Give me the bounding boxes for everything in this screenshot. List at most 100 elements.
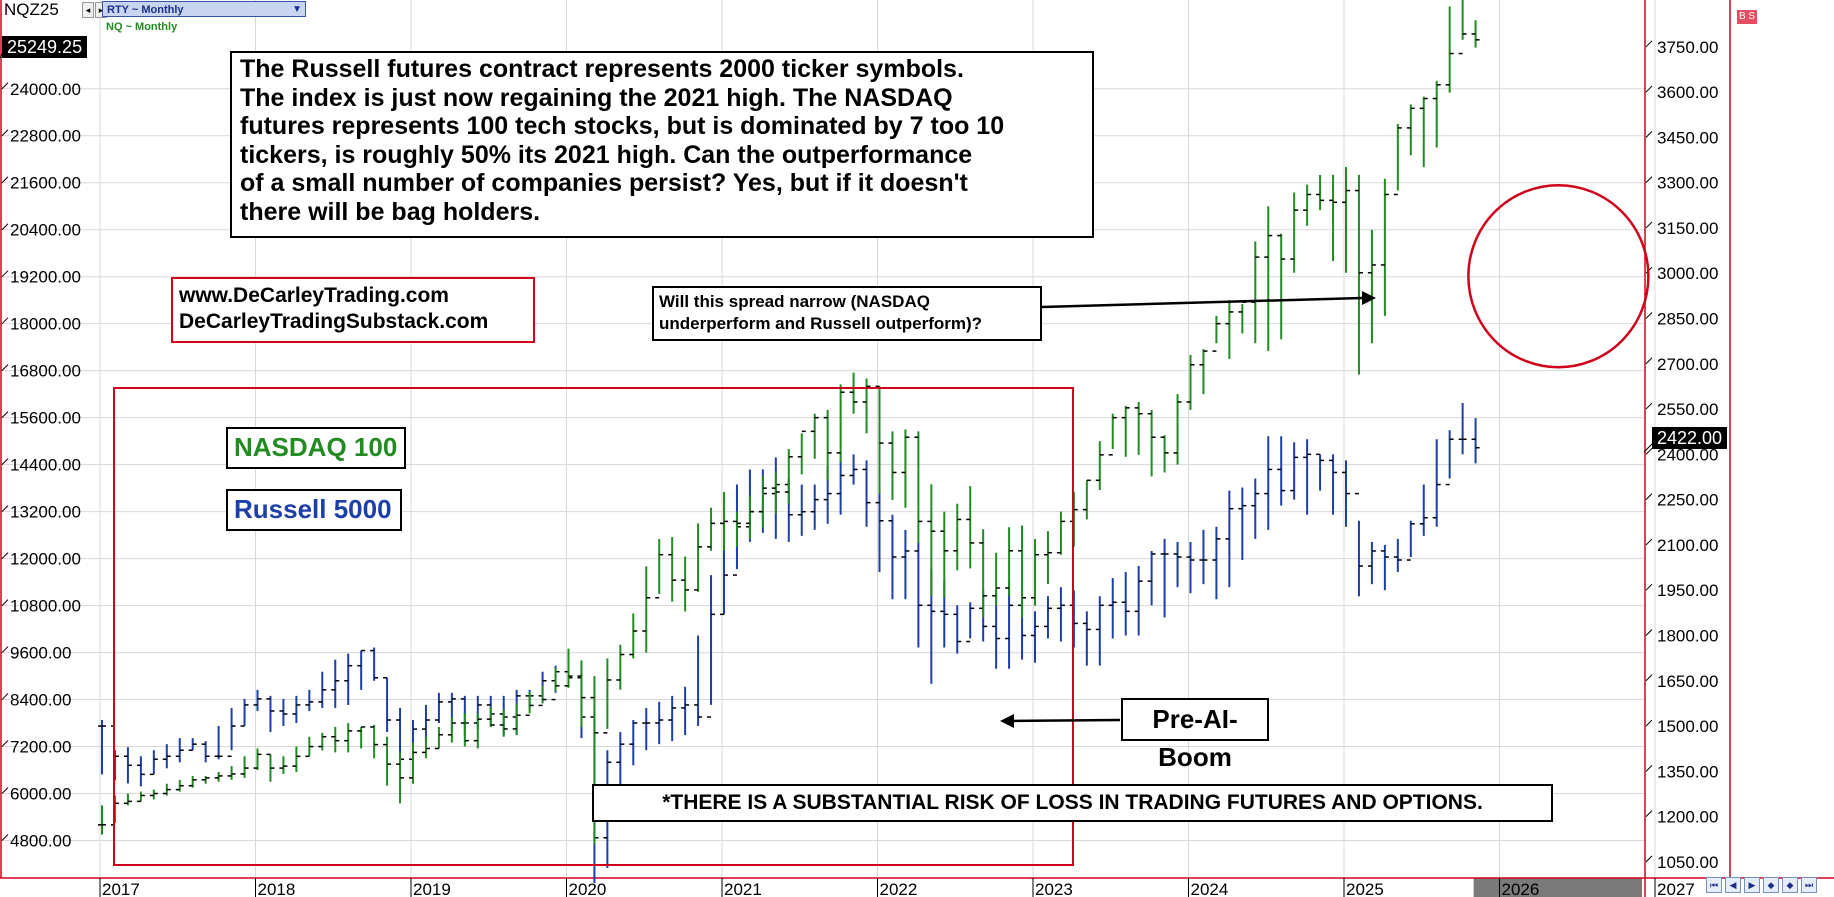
chevron-down-icon[interactable]: ▼	[292, 4, 302, 15]
x-axis-highlight	[1473, 878, 1643, 897]
ohlc-bar	[305, 689, 314, 711]
ohlc-bar	[1380, 178, 1389, 316]
ohlc-bar	[642, 707, 651, 751]
ohlc-bar	[434, 692, 443, 724]
ohlc-bar	[305, 736, 314, 758]
left-tick-label: 20400.00	[10, 221, 81, 240]
left-tick-label: 22800.00	[10, 127, 81, 146]
ohlc-bar	[901, 429, 910, 508]
ohlc-bar	[1212, 526, 1221, 600]
ohlc-bar	[655, 701, 664, 745]
left-tick-mark	[1, 223, 9, 231]
ohlc-bar	[1160, 435, 1169, 473]
ohlc-bar	[694, 523, 703, 592]
ohlc-bar	[681, 556, 690, 612]
ohlc-bar	[344, 653, 353, 705]
ohlc-bar	[629, 720, 638, 766]
left-tick-mark	[1, 787, 9, 794]
ohlc-bar	[227, 707, 236, 757]
ohlc-bar	[499, 709, 508, 737]
chart-nav-buttons[interactable]: ⏮ ◀ ▶ ◆ ◆ ⏭	[1706, 877, 1817, 893]
first-page-icon[interactable]: ⏮	[1706, 877, 1722, 893]
ohlc-bar	[162, 744, 171, 769]
left-tick-mark	[1, 552, 9, 559]
ohlc-bar	[1005, 527, 1014, 596]
ohlc-bar	[901, 529, 910, 600]
symbol-select[interactable]: RTY ~ Monthly ▼	[102, 1, 306, 17]
ohlc-bar	[979, 529, 988, 618]
ohlc-bar	[1380, 544, 1389, 591]
right-tick-mark	[1645, 855, 1653, 863]
ohlc-bar	[629, 613, 638, 659]
ohlc-bar	[201, 775, 210, 784]
right-tick-label: 1200.00	[1657, 808, 1718, 827]
right-tick-mark	[1645, 629, 1653, 636]
ohlc-bar	[707, 507, 716, 551]
right-tick-mark	[1645, 312, 1653, 319]
ohlc-bar	[123, 747, 132, 784]
right-tick-mark	[1645, 85, 1653, 93]
ohlc-bar	[136, 791, 145, 803]
left-tick-label: 18000.00	[10, 315, 81, 334]
x-tick-label: 2026	[1502, 880, 1540, 897]
ohlc-bar	[1173, 394, 1182, 465]
ohlc-bar	[1160, 538, 1169, 618]
ohlc-bar	[1354, 174, 1363, 375]
ohlc-bar	[149, 789, 158, 800]
ohlc-bar	[201, 741, 210, 763]
ohlc-bar	[344, 723, 353, 753]
scroll-forward-icon[interactable]: ▶	[1744, 877, 1760, 893]
ohlc-bar	[862, 460, 871, 527]
ohlc-bar	[1134, 566, 1143, 636]
left-tick-label: 8400.00	[10, 691, 71, 710]
risk-disclaimer: *THERE IS A SUBSTANTIAL RISK OF LOSS IN …	[592, 784, 1553, 822]
last-page-icon[interactable]: ⏭	[1801, 877, 1817, 893]
scroll-back-icon[interactable]: ◀	[1725, 877, 1741, 893]
ohlc-bar	[1277, 233, 1286, 340]
prev-arrow-icon[interactable]: ◂	[82, 2, 94, 18]
ohlc-bar	[1186, 541, 1195, 594]
ohlc-bar	[162, 783, 171, 796]
right-tick-mark	[1645, 674, 1653, 682]
pre-ai-highlight-box	[113, 387, 1074, 866]
ohlc-bar	[732, 511, 741, 547]
ohlc-bar	[642, 566, 651, 653]
ohlc-bar	[1199, 349, 1208, 395]
ohlc-bar	[123, 793, 132, 806]
ohlc-bar	[266, 695, 275, 733]
ohlc-bar	[1225, 490, 1234, 588]
ohlc-bar	[771, 472, 780, 514]
x-tick-label: 2017	[102, 880, 140, 897]
ohlc-bar	[1212, 315, 1221, 352]
ohlc-bar	[655, 539, 664, 599]
left-tick-mark	[1, 834, 9, 841]
right-tick-mark	[1645, 357, 1653, 365]
left-tick-label: 7200.00	[10, 738, 71, 757]
left-tick-label: 15600.00	[10, 409, 81, 428]
x-axis-future-band	[1473, 878, 1643, 897]
left-tick-mark	[1, 458, 9, 465]
website-1: www.DeCarleyTrading.com	[179, 284, 449, 307]
zoom-in-icon[interactable]: ◆	[1782, 877, 1798, 893]
ohlc-bar	[1147, 550, 1156, 606]
ohlc-bar	[914, 541, 923, 648]
ohlc-bar	[1458, 403, 1467, 455]
pre-ai-arrow-head	[1000, 714, 1014, 728]
ohlc-bar	[966, 486, 975, 569]
ohlc-bar	[1121, 405, 1130, 457]
buy-sell-icon[interactable]: B S	[1737, 10, 1757, 24]
ohlc-bar	[914, 431, 923, 543]
x-tick-label: 2022	[880, 880, 918, 897]
right-axis-ticks: 1050.00 1200.00 1350.00 1500.00 1650.00 1800.…	[1645, 38, 1718, 872]
ohlc-bar	[1121, 572, 1130, 636]
ohlc-bar	[694, 635, 703, 727]
ohlc-bar	[1303, 184, 1312, 226]
ohlc-bar	[1225, 300, 1234, 359]
zoom-out-icon[interactable]: ◆	[1763, 877, 1779, 893]
ohlc-bar	[953, 605, 962, 654]
annotation-pre-ai-boom: Pre-AI-Boom	[1121, 698, 1269, 772]
ohlc-bar	[1095, 596, 1104, 666]
ohlc-bar	[564, 648, 573, 688]
question-arrow-line	[1041, 296, 1363, 309]
left-tick-mark	[1, 270, 9, 278]
